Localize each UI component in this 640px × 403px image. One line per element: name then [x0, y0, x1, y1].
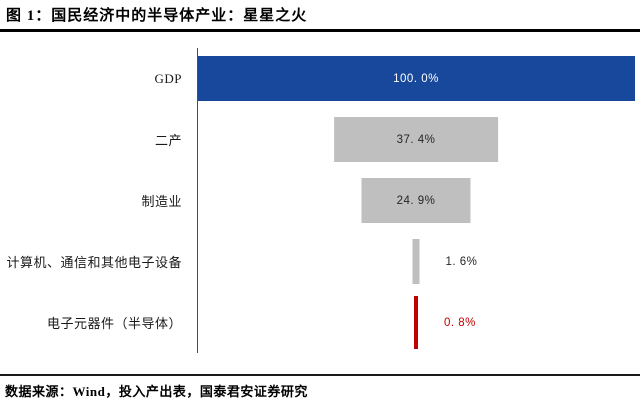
figure-title: 图 1：国民经济中的半导体产业：星星之火 [6, 8, 308, 24]
category-label: 制造业 [141, 194, 182, 209]
chart-row: 电子元器件（半导体） 0. 8% [0, 292, 640, 353]
value-bar: 24. 9% [361, 178, 471, 223]
category-label: GDP [154, 70, 182, 86]
category-label: 二产 [154, 133, 182, 148]
chart-row: 计算机、通信和其他电子设备 1. 6% [0, 231, 640, 292]
value-bar [414, 296, 418, 349]
chart-row: 二产 37. 4% [0, 109, 640, 170]
funnel-bar-chart: GDP 100. 0% 二产 37. 4% 制造业 24. 9% 计算机、通信和其他电子设备… [0, 48, 640, 353]
source-note: 数据来源：Wind，投入产出表，国泰君安证券研究 [5, 384, 308, 399]
title-divider [0, 29, 640, 32]
value-bar [412, 239, 420, 284]
value-label: 24. 9% [396, 194, 436, 207]
plot-cell: 100. 0% [197, 48, 635, 109]
category-label: 计算机、通信和其他电子设备 [6, 255, 182, 270]
value-label: 100. 0% [393, 72, 439, 85]
plot-cell: 37. 4% [197, 109, 635, 170]
plot-cell: 24. 9% [197, 170, 635, 231]
footer-divider [0, 374, 640, 376]
chart-row: GDP 100. 0% [0, 48, 640, 109]
chart-row: 制造业 24. 9% [0, 170, 640, 231]
value-bar: 100. 0% [197, 56, 635, 101]
value-label: 0. 8% [444, 316, 476, 329]
category-label: 电子元器件（半导体） [46, 316, 182, 331]
value-bar: 37. 4% [334, 117, 498, 162]
plot-cell: 0. 8% [197, 292, 635, 353]
y-axis-line [197, 48, 198, 353]
plot-cell: 1. 6% [197, 231, 635, 292]
value-label: 37. 4% [396, 133, 436, 146]
value-label: 1. 6% [445, 255, 478, 268]
